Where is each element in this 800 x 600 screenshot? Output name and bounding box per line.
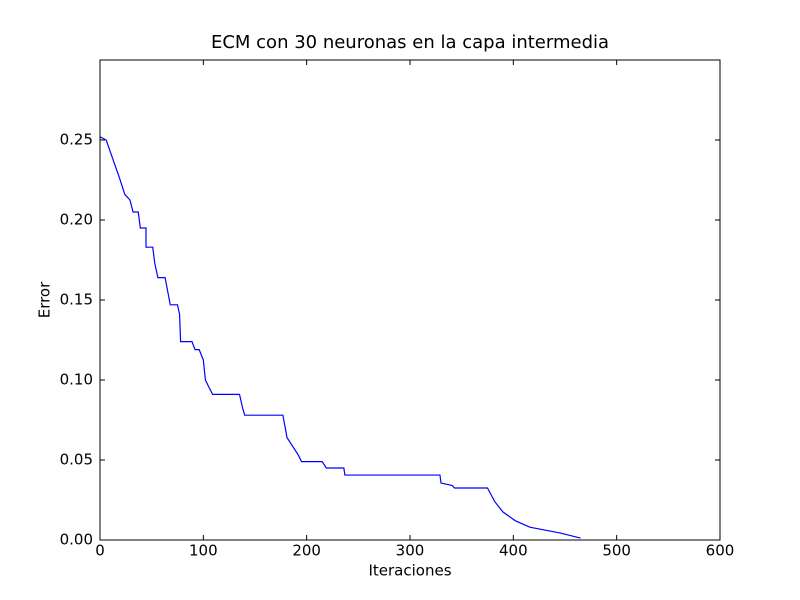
x-tick-label: 400 [499, 542, 528, 560]
y-axis-label: Error [36, 281, 54, 318]
y-tick-label: 0.15 [60, 291, 93, 309]
x-tick-label: 300 [396, 542, 425, 560]
x-tick-label: 100 [189, 542, 218, 560]
y-tick-label: 0.05 [60, 451, 93, 469]
x-tick-label: 200 [292, 542, 321, 560]
chart-title: ECM con 30 neuronas en la capa intermedi… [211, 32, 609, 53]
data-line [99, 136, 581, 539]
y-tick-label: 0.00 [60, 531, 93, 549]
y-tick-label: 0.10 [60, 371, 93, 389]
x-tick-label: 500 [602, 542, 631, 560]
x-tick-label: 600 [706, 542, 735, 560]
y-tick-label: 0.25 [60, 131, 93, 149]
x-axis-label: Iteraciones [368, 562, 451, 580]
plot-frame [99, 59, 721, 541]
x-tick-label: 0 [95, 542, 105, 560]
y-tick-label: 0.20 [60, 211, 93, 229]
